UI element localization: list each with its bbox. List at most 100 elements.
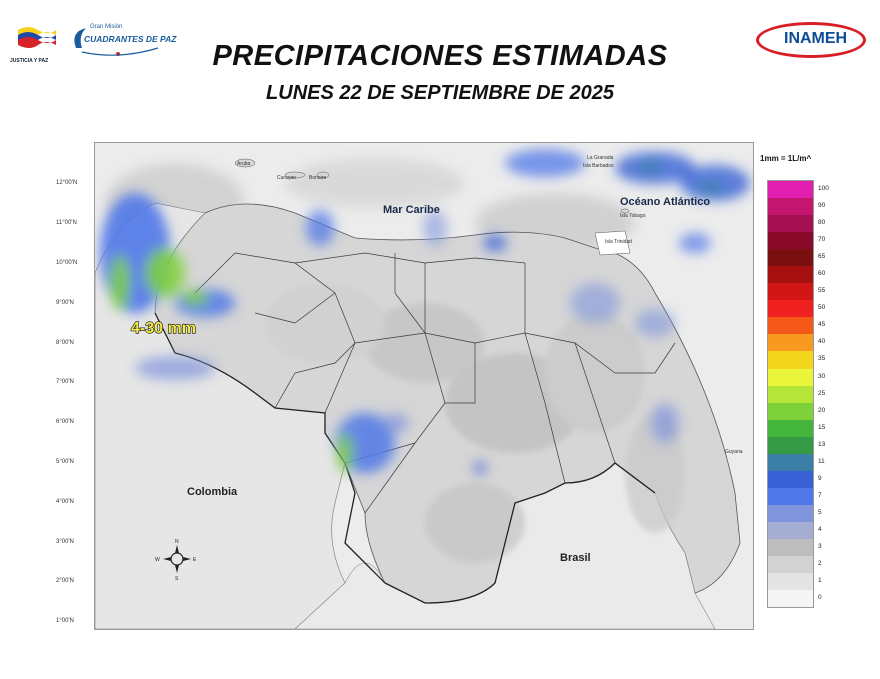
legend-row: 15 [768,419,825,437]
legend-swatch [768,436,813,454]
lat-label: 10°00'N [56,260,78,266]
legend-row: 4 [768,521,822,539]
label-oceano-atlantico: Océano Atlántico [620,196,710,208]
legend-value: 45 [818,321,826,329]
legend-value: 60 [818,270,826,278]
legend-value: 50 [818,304,826,312]
legend-value: 7 [818,491,822,499]
legend-row: 60 [768,266,825,284]
legend-row: 90 [768,198,825,216]
legend-swatch [768,504,813,522]
lat-label: 12°00'N [56,180,78,186]
mision-small-text: Gran Misión [90,24,123,30]
legend-swatch [768,521,813,539]
legend-swatch [768,283,813,301]
label-brasil: Brasil [560,552,591,564]
legend-swatch [768,266,813,284]
legend-value: 55 [818,287,826,295]
label-la-granada: La Granada [587,155,614,161]
compass-n: N [175,539,179,545]
legend-swatch [768,419,813,437]
map-canvas: Mar Caribe Océano Atlántico Colombia Bra… [95,143,753,629]
compass-s: S [175,576,179,582]
legend-value: 1 [818,577,822,585]
label-la-tobago: Isla Tobago [620,213,646,219]
legend-swatch [768,317,813,335]
compass-e: E [193,557,197,563]
inameh-logo: INAMEH [754,18,872,66]
legend-swatch [768,351,813,369]
legend-row: 5 [768,504,822,522]
label-curacao: Curaçao [277,175,296,181]
legend-value: 2 [818,560,822,568]
legend-swatch [768,402,813,420]
legend-row: 50 [768,300,825,318]
legend-swatch [768,300,813,318]
legend-value: 90 [818,202,826,210]
lat-label: 6°00'N [56,419,74,425]
legend-row: 20 [768,402,825,420]
lat-label: 2°00'N [56,578,74,584]
legend-value: 4 [818,525,822,533]
legend-value: 40 [818,338,826,346]
legend-swatch [768,249,813,267]
label-mar-caribe: Mar Caribe [383,204,440,216]
legend-value: 3 [818,542,822,550]
legend-value: 100 [818,185,829,192]
legend-value: 35 [818,355,826,363]
legend-value: 30 [818,372,826,380]
legend-value: 15 [818,423,826,431]
legend-swatch [768,198,813,216]
compass-rose-icon: N S W E [155,539,197,582]
label-colombia: Colombia [187,486,238,498]
label-la-barbados: Isla Barbados [583,163,614,169]
legend-swatch [768,368,813,386]
legend-value: 20 [818,406,826,414]
page-title: PRECIPITACIONES ESTIMADAS [212,40,668,72]
government-logo: JUSTICIA Y PAZ Gran Misión CUADRANTES DE… [10,18,176,68]
lat-label: 7°00'N [56,379,74,385]
legend-row: 13 [768,436,825,454]
label-aruba: Aruba [237,161,251,167]
legend-swatch [768,334,813,352]
inameh-wordmark: INAMEH [784,30,848,47]
legend-row: 0 [768,590,822,608]
mision-logo: Gran Misión CUADRANTES DE PAZ [68,22,176,58]
legend-row: 9 [768,470,822,488]
label-bonaire: Bonaire [309,175,326,181]
lat-label: 4°00'N [56,499,74,505]
legend-row: 30 [768,368,825,386]
legend-swatch [768,573,813,591]
mision-swoosh-icon [74,28,159,56]
legend-value: 13 [818,440,826,448]
legend-row: 55 [768,283,825,301]
legend-value: 25 [818,389,826,397]
legend-row: 40 [768,334,825,352]
legend-swatch [768,453,813,471]
legend-title: 1mm = 1L/m^ [760,154,812,163]
legend-value: 70 [818,236,826,244]
legend-row: 35 [768,351,825,369]
legend-value: 80 [818,219,826,227]
legend-row: 65 [768,249,825,267]
legend-swatch [768,556,813,574]
legend-swatch [768,181,813,199]
lat-label: 11°00'N [56,220,77,226]
venezuela-flag-icon [18,27,56,48]
legend-value: 0 [818,594,822,602]
label-guyana: Guyana [725,449,743,455]
legend-row: 100 [768,181,829,199]
rainfall-annotation: 4-30 mm [131,320,196,337]
legend-row: 7 [768,487,822,505]
lat-label: 3°00'N [56,539,74,545]
legend-swatch [768,470,813,488]
lat-label: 8°00'N [56,340,74,346]
legend-value: 9 [818,474,822,482]
lat-label: 1°00'N [56,618,74,624]
compass-w: W [155,557,160,563]
legend-row: 70 [768,232,825,250]
logo-caption: JUSTICIA Y PAZ [10,58,49,64]
page-subtitle: LUNES 22 DE SEPTIEMBRE DE 2025 [266,82,614,104]
legend-row: 11 [768,453,825,471]
legend-value: 11 [818,457,825,465]
